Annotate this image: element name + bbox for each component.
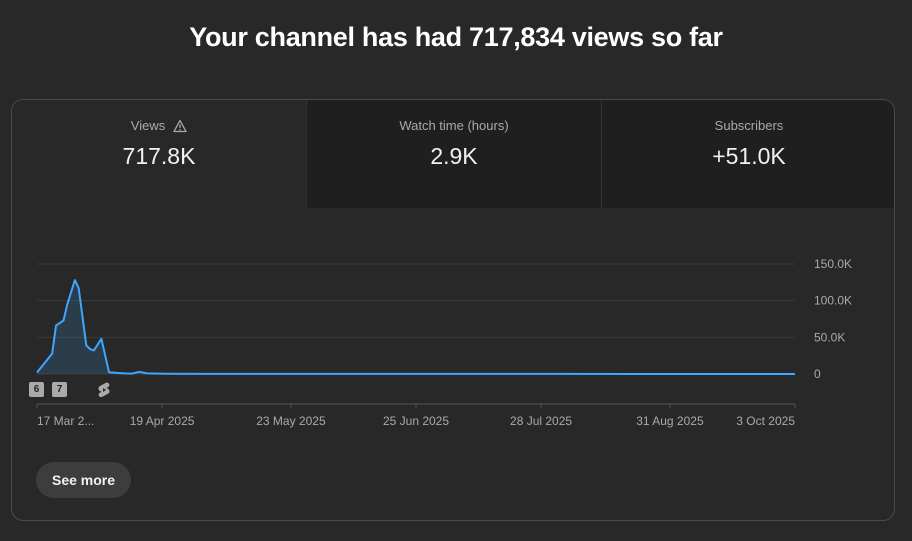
data-point [146, 373, 147, 374]
data-point [795, 373, 796, 374]
y-tick-label: 0 [814, 367, 821, 381]
data-point [78, 288, 79, 289]
y-tick-label: 50.0K [814, 330, 845, 344]
tab-views[interactable]: Views 717.8K [12, 100, 306, 208]
data-point [93, 350, 94, 351]
tab-subscribers-label: Subscribers [714, 118, 784, 133]
data-point [124, 373, 125, 374]
x-tick-label: 31 Aug 2025 [636, 414, 704, 428]
tab-views-label: Views [130, 118, 166, 133]
tab-views-value: 717.8K [122, 143, 196, 169]
tab-watch-time[interactable]: Watch time (hours) 2.9K [306, 100, 601, 208]
video-marker-6[interactable]: 6 [29, 382, 44, 397]
tab-watch-time-value: 2.9K [430, 143, 478, 169]
data-point [325, 373, 326, 374]
video-marker-7[interactable]: 7 [52, 382, 67, 397]
data-point [67, 304, 68, 305]
data-point [556, 373, 557, 374]
metric-tabs: Views 717.8K Watch time (hours) 2.9K Sub… [12, 100, 894, 208]
views-series-line [36, 279, 795, 375]
see-more-button[interactable]: See more [36, 462, 132, 498]
shorts-icon[interactable] [97, 381, 111, 399]
x-tick-label: 3 Oct 2025 [736, 414, 795, 428]
data-point [207, 373, 208, 374]
x-tick-label: 25 Jun 2025 [383, 414, 449, 428]
x-tick-label: 17 Mar 2... [37, 414, 94, 428]
views-area-fill [37, 280, 795, 374]
x-tick-label: 23 May 2025 [256, 414, 326, 428]
page-headline: Your channel has had 717,834 views so fa… [189, 22, 723, 52]
data-point [52, 353, 53, 354]
data-point [44, 363, 45, 364]
analytics-card: Views 717.8K Watch time (hours) 2.9K Sub… [11, 99, 895, 521]
data-point [165, 373, 166, 374]
y-tick-label: 100.0K [814, 294, 852, 308]
data-point [63, 320, 64, 321]
warning-icon[interactable] [173, 119, 187, 133]
data-point [673, 373, 674, 374]
tab-subscribers-value: +51.0K [712, 143, 786, 169]
data-point [37, 372, 38, 373]
data-point [109, 372, 110, 373]
data-point [101, 338, 102, 339]
x-tick-label: 28 Jul 2025 [510, 414, 572, 428]
y-tick-label: 150.0K [814, 257, 852, 271]
data-point [438, 373, 439, 374]
data-point [55, 325, 56, 326]
tab-subscribers[interactable]: Subscribers +51.0K [601, 100, 894, 208]
data-point [90, 349, 91, 350]
data-point [139, 371, 140, 372]
data-point [131, 373, 132, 374]
data-point [74, 280, 75, 281]
views-line-chart: 150.0K 100.0K 50.0K 0 17 Mar 2... 19 Apr 2025… [36, 257, 852, 428]
data-point [116, 372, 117, 373]
tab-watch-time-label: Watch time (hours) [399, 118, 509, 133]
data-point [86, 345, 87, 346]
x-tick-label: 19 Apr 2025 [130, 414, 195, 428]
